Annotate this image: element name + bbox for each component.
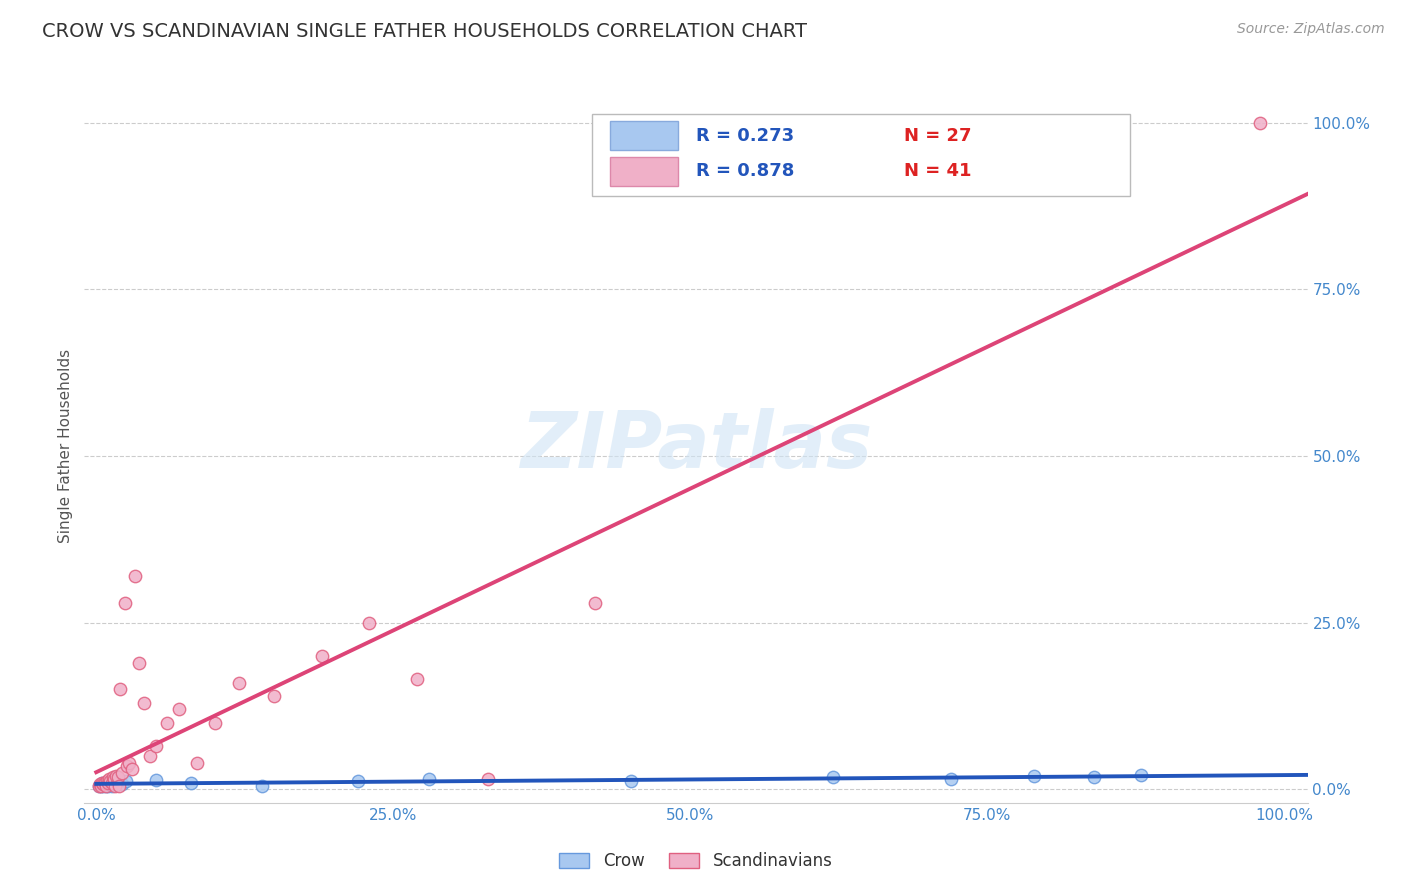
Point	[115, 774, 138, 789]
Point	[87, 779, 110, 793]
Point	[477, 772, 499, 787]
Point	[128, 656, 150, 670]
Bar	[610, 121, 678, 150]
Point	[97, 779, 120, 793]
Point	[124, 569, 146, 583]
Legend: Crow, Scandinavians: Crow, Scandinavians	[553, 846, 839, 877]
Point	[96, 774, 118, 789]
Point	[100, 776, 122, 790]
Point	[111, 765, 134, 780]
Point	[93, 776, 115, 790]
Point	[145, 739, 167, 753]
Point	[94, 779, 117, 793]
Point	[418, 772, 440, 787]
Point	[94, 779, 117, 793]
Point	[186, 756, 208, 770]
Point	[115, 759, 138, 773]
Point	[1249, 115, 1271, 129]
Point	[169, 702, 191, 716]
Point	[941, 772, 963, 787]
Point	[103, 776, 125, 790]
Point	[90, 779, 112, 793]
Point	[145, 773, 167, 788]
Text: N = 27: N = 27	[904, 127, 972, 145]
Point	[100, 779, 122, 793]
Point	[1130, 768, 1153, 782]
Point	[132, 696, 155, 710]
Point	[156, 715, 179, 730]
Point	[252, 779, 274, 793]
Text: Source: ZipAtlas.com: Source: ZipAtlas.com	[1237, 22, 1385, 37]
Point	[111, 777, 134, 791]
Point	[108, 682, 131, 697]
Point	[91, 776, 114, 790]
FancyBboxPatch shape	[592, 114, 1130, 196]
Point	[121, 763, 143, 777]
Point	[311, 649, 333, 664]
Point	[97, 776, 120, 790]
Point	[138, 749, 160, 764]
Point	[180, 776, 202, 790]
Point	[346, 774, 368, 789]
Point	[118, 756, 141, 770]
Point	[1083, 771, 1105, 785]
Point	[1024, 769, 1046, 783]
Text: R = 0.273: R = 0.273	[696, 127, 794, 145]
Point	[406, 673, 429, 687]
Point	[87, 779, 110, 793]
Text: N = 41: N = 41	[904, 162, 972, 180]
Point	[107, 774, 129, 789]
Point	[93, 777, 115, 791]
Y-axis label: Single Father Households: Single Father Households	[58, 349, 73, 543]
Point	[821, 771, 844, 785]
Point	[93, 777, 115, 791]
Point	[107, 771, 129, 785]
Point	[100, 776, 122, 790]
Point	[359, 615, 381, 630]
Point	[98, 774, 121, 789]
Point	[90, 779, 112, 793]
Point	[91, 776, 114, 790]
Text: R = 0.878: R = 0.878	[696, 162, 794, 180]
Point	[204, 715, 226, 730]
Point	[105, 772, 128, 787]
Point	[98, 772, 121, 787]
Point	[114, 596, 136, 610]
Point	[107, 779, 129, 793]
Text: CROW VS SCANDINAVIAN SINGLE FATHER HOUSEHOLDS CORRELATION CHART: CROW VS SCANDINAVIAN SINGLE FATHER HOUSE…	[42, 22, 807, 41]
Point	[103, 772, 125, 787]
Point	[93, 779, 115, 793]
Point	[583, 596, 606, 610]
Point	[100, 774, 122, 789]
Bar	[610, 157, 678, 186]
Point	[620, 774, 643, 789]
Point	[263, 689, 285, 703]
Point	[96, 777, 118, 791]
Point	[105, 769, 128, 783]
Point	[89, 777, 111, 791]
Point	[101, 771, 124, 785]
Point	[228, 675, 250, 690]
Text: ZIPatlas: ZIPatlas	[520, 408, 872, 484]
Point	[104, 779, 127, 793]
